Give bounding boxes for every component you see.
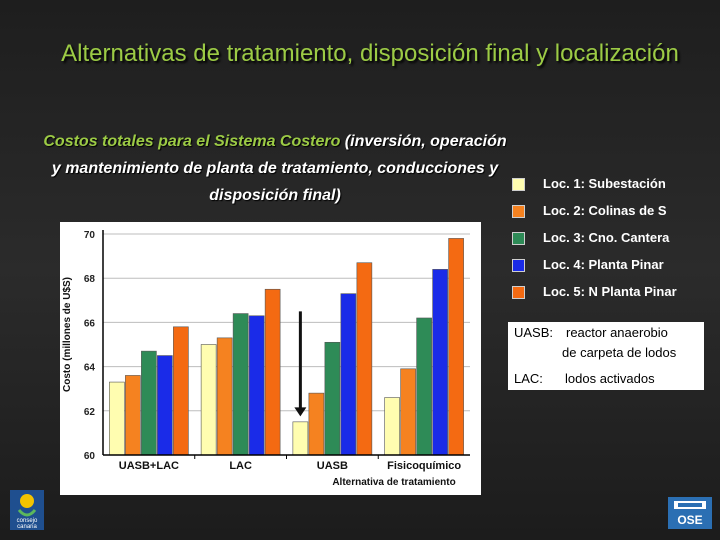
bar bbox=[232, 313, 249, 456]
y-tick-label: 64 bbox=[84, 363, 96, 374]
bar bbox=[400, 368, 416, 456]
logo-left-text2: canaria bbox=[17, 524, 37, 530]
x-tick-label: UASB+LAC bbox=[119, 460, 179, 472]
note-lac-label: LAC: bbox=[514, 371, 543, 386]
bars-layer bbox=[109, 238, 464, 456]
legend-label: Loc. 2: Colinas de S bbox=[543, 203, 667, 218]
bar bbox=[264, 288, 281, 456]
note-uasb-text-cont: de carpeta de lodos bbox=[562, 345, 677, 360]
slide-title: Alternativas de tratamiento, disposición… bbox=[61, 40, 679, 67]
legend-item: Loc. 1: Subestación bbox=[512, 176, 710, 203]
x-tick-label: LAC bbox=[229, 460, 252, 472]
y-tick-label: 66 bbox=[84, 318, 96, 329]
bar bbox=[200, 344, 217, 456]
legend-label: Loc. 5: N Planta Pinar bbox=[543, 284, 677, 299]
y-axis-title: Costo (millones de U$S) bbox=[62, 277, 73, 392]
consejo-logo: consejo canaria bbox=[10, 490, 44, 530]
ose-logo-icon: OSE bbox=[668, 497, 712, 529]
bar bbox=[173, 326, 189, 456]
legend-swatch bbox=[512, 259, 525, 272]
bar-chart: 60 62 64 66 68 70 UASB+LAC LAC UASB Fisicoquímico… bbox=[62, 230, 470, 488]
y-tick-label: 62 bbox=[84, 407, 96, 418]
bar bbox=[248, 315, 265, 456]
x-axis-title: Alternativa de tratamiento bbox=[332, 477, 455, 488]
bar bbox=[416, 317, 432, 456]
bar bbox=[448, 238, 464, 456]
logo-right-text: OSE bbox=[677, 513, 702, 527]
slide-subtitle: Costos totales para el Sistema Costero (… bbox=[40, 128, 510, 209]
consejo-logo-icon: consejo canaria bbox=[10, 490, 44, 530]
legend-item: Loc. 4: Planta Pinar bbox=[512, 257, 710, 284]
subtitle-highlight: Costos totales para el Sistema Costero bbox=[43, 133, 341, 150]
labels-layer: 60 62 64 66 68 70 UASB+LAC LAC UASB Fisicoquímico… bbox=[62, 230, 461, 488]
ose-logo: OSE bbox=[668, 497, 712, 529]
subtitle-rest: (inversión, operación y mantenimiento de… bbox=[51, 133, 507, 204]
legend-item: Loc. 3: Cno. Cantera bbox=[512, 230, 710, 257]
bar bbox=[340, 293, 357, 456]
axis-layer bbox=[102, 230, 470, 459]
bar bbox=[432, 269, 448, 456]
bar bbox=[157, 355, 173, 456]
annotation-arrow-head bbox=[294, 407, 307, 417]
note-uasb-text: reactor anaerobio bbox=[566, 325, 668, 340]
legend-label: Loc. 3: Cno. Cantera bbox=[543, 230, 670, 245]
y-tick-label: 60 bbox=[84, 451, 96, 462]
legend-label: Loc. 1: Subestación bbox=[543, 176, 666, 191]
legend: Loc. 1: Subestación Loc. 2: Colinas de S… bbox=[512, 176, 710, 311]
legend-label: Loc. 4: Planta Pinar bbox=[543, 257, 664, 272]
bar bbox=[384, 397, 400, 456]
y-tick-label: 68 bbox=[84, 274, 96, 285]
bar bbox=[109, 381, 125, 456]
note-lac-text: lodos activados bbox=[565, 371, 655, 386]
legend-item: Loc. 2: Colinas de S bbox=[512, 203, 710, 230]
bar bbox=[308, 392, 325, 456]
bar bbox=[216, 337, 233, 456]
chart-panel: 60 62 64 66 68 70 UASB+LAC LAC UASB Fisicoquímico… bbox=[60, 222, 481, 495]
abbreviation-notes: UASB: reactor anaerobio de carpeta de lo… bbox=[508, 322, 704, 390]
bar bbox=[141, 350, 157, 456]
legend-swatch bbox=[512, 178, 525, 191]
legend-swatch bbox=[512, 232, 525, 245]
x-tick-label: UASB bbox=[317, 460, 348, 472]
y-tick-label: 70 bbox=[84, 230, 96, 241]
bar bbox=[324, 341, 341, 456]
note-uasb-label: UASB: bbox=[514, 325, 554, 340]
logo-left-text1: consejo bbox=[17, 518, 38, 524]
legend-swatch bbox=[512, 286, 525, 299]
legend-item: Loc. 5: N Planta Pinar bbox=[512, 284, 710, 311]
x-tick-label: Fisicoquímico bbox=[387, 460, 461, 472]
bar bbox=[356, 262, 373, 456]
bar bbox=[125, 375, 141, 456]
legend-swatch bbox=[512, 205, 525, 218]
bar bbox=[292, 421, 309, 456]
